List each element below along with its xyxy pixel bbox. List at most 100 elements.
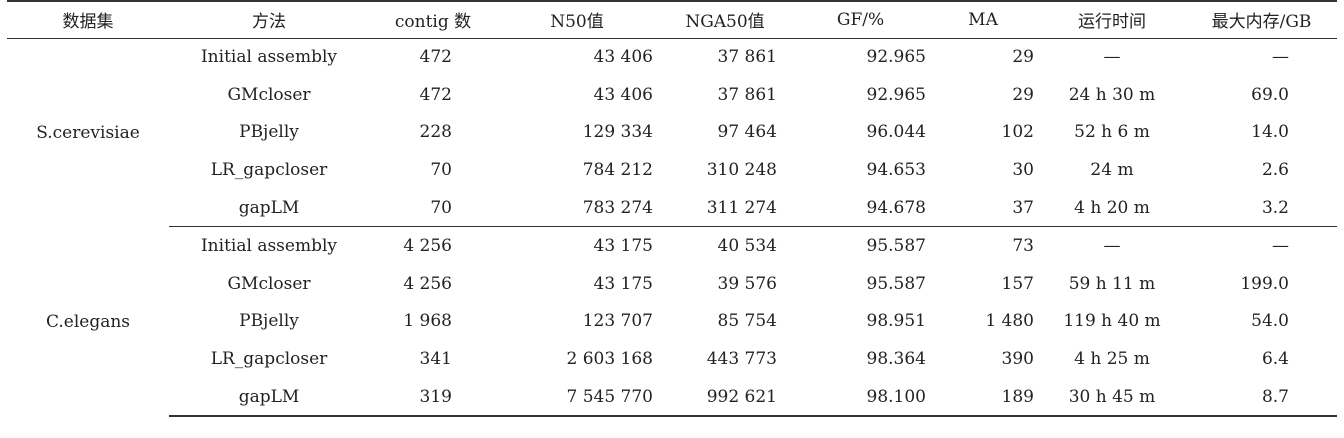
n50-cell: 43 175 [593, 236, 653, 257]
gf-cell: 98.951 [866, 311, 926, 332]
gf-cell: 92.965 [866, 84, 926, 105]
method-cell: GMcloser [227, 273, 311, 294]
group-celegans: C.elegans Initial assembly 4 256 43 175 … [7, 227, 1337, 418]
nga50-cell: 992 621 [657, 377, 793, 418]
memory-cell: 69.0 [1251, 84, 1289, 105]
contig-cell: 70 [369, 188, 497, 228]
memory-cell: — [1272, 236, 1289, 257]
memory-cell: 8.7 [1186, 377, 1337, 418]
n50-cell: 2 603 168 [566, 349, 653, 370]
table-row: C.elegans Initial assembly 4 256 43 175 … [7, 227, 1337, 331]
table-row: PBjelly 1 968 123 707 85 754 98.951 1 48… [7, 303, 1337, 341]
memory-cell: 199.0 [1240, 273, 1289, 294]
nga50-cell: 37 861 [717, 84, 777, 105]
memory-cell: 14.0 [1251, 122, 1289, 143]
runtime-cell: — [1103, 47, 1121, 68]
gf-cell: 98.364 [866, 349, 926, 370]
gf-cell: 96.044 [866, 122, 926, 143]
runtime-cell: — [1103, 236, 1121, 257]
header-dataset: 数据集 [7, 0, 169, 39]
table-row: LR_gapcloser 341 2 603 168 443 773 98.36… [7, 340, 1337, 378]
method-cell: GMcloser [227, 84, 311, 105]
table-row: GMcloser 4 256 43 175 39 576 95.587 157 … [7, 265, 1337, 303]
memory-cell: 2.6 [1261, 160, 1289, 181]
contig-cell: 319 [369, 377, 497, 418]
method-cell: PBjelly [239, 311, 299, 332]
table-row: GMcloser 472 43 406 37 861 92.965 29 24 … [7, 76, 1337, 114]
runtime-cell: 24 m [1090, 160, 1134, 181]
header-row: 数据集 方法 contig 数 N50值 NGA50值 GF/% MA 运行时间… [7, 0, 1337, 39]
contig-cell: 70 [430, 160, 452, 181]
table-row: S.cerevisiae Initial assembly 472 43 406… [7, 38, 1337, 142]
runtime-cell: 4 h 20 m [1038, 188, 1186, 228]
ma-cell: 390 [1001, 349, 1034, 370]
group-scerevisiae: S.cerevisiae Initial assembly 472 43 406… [7, 38, 1337, 228]
contig-cell: 228 [419, 122, 452, 143]
nga50-cell: 311 274 [657, 188, 793, 228]
contig-cell: 4 256 [403, 273, 452, 294]
contig-cell: 1 968 [403, 311, 452, 332]
gf-cell: 98.100 [793, 377, 928, 418]
ma-cell: 29 [1012, 84, 1034, 105]
method-cell: LR_gapcloser [210, 349, 328, 370]
header-runtime: 运行时间 [1038, 0, 1186, 39]
method-cell: gapLM [169, 377, 369, 418]
runtime-cell: 4 h 25 m [1074, 349, 1150, 370]
gf-cell: 95.587 [866, 273, 926, 294]
header-n50: N50值 [497, 0, 657, 39]
runtime-cell: 119 h 40 m [1063, 311, 1161, 332]
header-nga50: NGA50值 [657, 0, 793, 39]
dataset-label: C.elegans [45, 311, 131, 332]
header-memory: 最大内存/GB [1186, 0, 1337, 39]
nga50-cell: 85 754 [717, 311, 777, 332]
table-row: PBjelly 228 129 334 97 464 96.044 102 52… [7, 114, 1337, 152]
header-ma: MA [928, 0, 1038, 39]
ma-cell: 1 480 [985, 311, 1034, 332]
results-table-container: 数据集 方法 contig 数 N50值 NGA50值 GF/% MA 运行时间… [7, 0, 1337, 438]
nga50-cell: 97 464 [717, 122, 777, 143]
n50-cell: 784 212 [582, 160, 653, 181]
nga50-cell: 310 248 [706, 160, 777, 181]
header-method: 方法 [169, 0, 369, 39]
memory-cell: 3.2 [1186, 188, 1337, 228]
contig-cell: 341 [419, 349, 452, 370]
n50-cell: 7 545 770 [497, 377, 657, 418]
nga50-cell: 40 534 [717, 236, 777, 257]
nga50-cell: 39 576 [717, 273, 777, 294]
n50-cell: 123 707 [582, 311, 653, 332]
table-row: gapLM 319 7 545 770 992 621 98.100 189 3… [7, 377, 1337, 418]
header-contig: contig 数 [369, 0, 497, 39]
n50-cell: 129 334 [582, 122, 653, 143]
method-cell: Initial assembly [200, 236, 338, 257]
method-cell: LR_gapcloser [210, 160, 328, 181]
memory-cell: 6.4 [1261, 349, 1289, 370]
contig-cell: 4 256 [403, 236, 452, 257]
table-row: LR_gapcloser 70 784 212 310 248 94.653 3… [7, 151, 1337, 189]
n50-cell: 43 406 [593, 84, 653, 105]
runtime-cell: 52 h 6 m [1074, 122, 1150, 143]
gf-cell: 92.965 [866, 47, 926, 68]
method-cell: PBjelly [239, 122, 299, 143]
runtime-cell: 24 h 30 m [1068, 84, 1156, 105]
table-row: gapLM 70 783 274 311 274 94.678 37 4 h 2… [7, 188, 1337, 228]
table-header: 数据集 方法 contig 数 N50值 NGA50值 GF/% MA 运行时间… [7, 0, 1337, 39]
memory-cell: 54.0 [1251, 311, 1289, 332]
method-cell: gapLM [169, 188, 369, 228]
ma-cell: 189 [928, 377, 1038, 418]
gf-cell: 94.653 [866, 160, 926, 181]
runtime-cell: 30 h 45 m [1038, 377, 1186, 418]
ma-cell: 102 [1001, 122, 1034, 143]
nga50-cell: 37 861 [717, 47, 777, 68]
nga50-cell: 443 773 [706, 349, 777, 370]
contig-cell: 472 [419, 84, 452, 105]
memory-cell: — [1272, 47, 1289, 68]
n50-cell: 43 406 [593, 47, 653, 68]
header-gf: GF/% [793, 0, 928, 39]
ma-cell: 29 [1012, 47, 1034, 68]
ma-cell: 73 [1012, 236, 1034, 257]
ma-cell: 30 [1012, 160, 1034, 181]
ma-cell: 37 [928, 188, 1038, 228]
n50-cell: 783 274 [497, 188, 657, 228]
gf-cell: 95.587 [866, 236, 926, 257]
n50-cell: 43 175 [593, 273, 653, 294]
